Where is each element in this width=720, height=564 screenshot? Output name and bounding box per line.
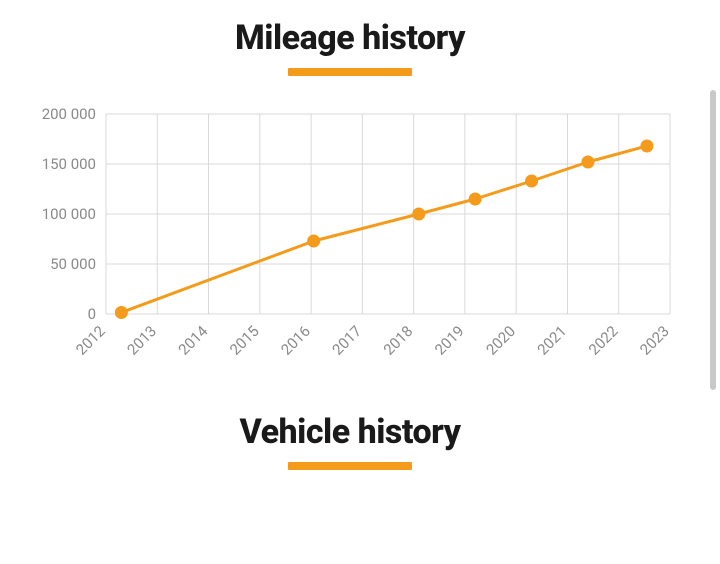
svg-text:0: 0 (88, 305, 96, 323)
svg-text:2023: 2023 (636, 322, 673, 359)
svg-text:2012: 2012 (72, 322, 109, 359)
vehicle-title-underline (288, 462, 412, 470)
mileage-history-title: Mileage history (0, 18, 700, 58)
svg-text:2022: 2022 (585, 322, 622, 359)
svg-text:2018: 2018 (380, 322, 417, 359)
svg-text:200 000: 200 000 (42, 105, 96, 123)
svg-text:2020: 2020 (482, 322, 519, 359)
page-scrollbar[interactable] (710, 90, 716, 390)
svg-text:2014: 2014 (175, 322, 212, 359)
mileage-title-underline (288, 68, 412, 76)
svg-text:2019: 2019 (431, 322, 468, 359)
svg-text:2015: 2015 (226, 322, 263, 359)
mileage-chart: 0 50 000 100 000 150 000 200 000 2012 2013 2014… (20, 104, 680, 384)
svg-text:100 000: 100 000 (42, 205, 96, 223)
mileage-line-chart: 0 50 000 100 000 150 000 200 000 2012 2013 2014… (20, 104, 680, 384)
svg-text:50 000: 50 000 (50, 255, 96, 273)
svg-text:150 000: 150 000 (42, 155, 96, 173)
svg-text:2016: 2016 (277, 322, 314, 359)
svg-text:2021: 2021 (534, 322, 571, 359)
svg-text:2017: 2017 (329, 322, 366, 359)
vehicle-history-title: Vehicle history (0, 412, 700, 452)
svg-text:2013: 2013 (124, 322, 161, 359)
